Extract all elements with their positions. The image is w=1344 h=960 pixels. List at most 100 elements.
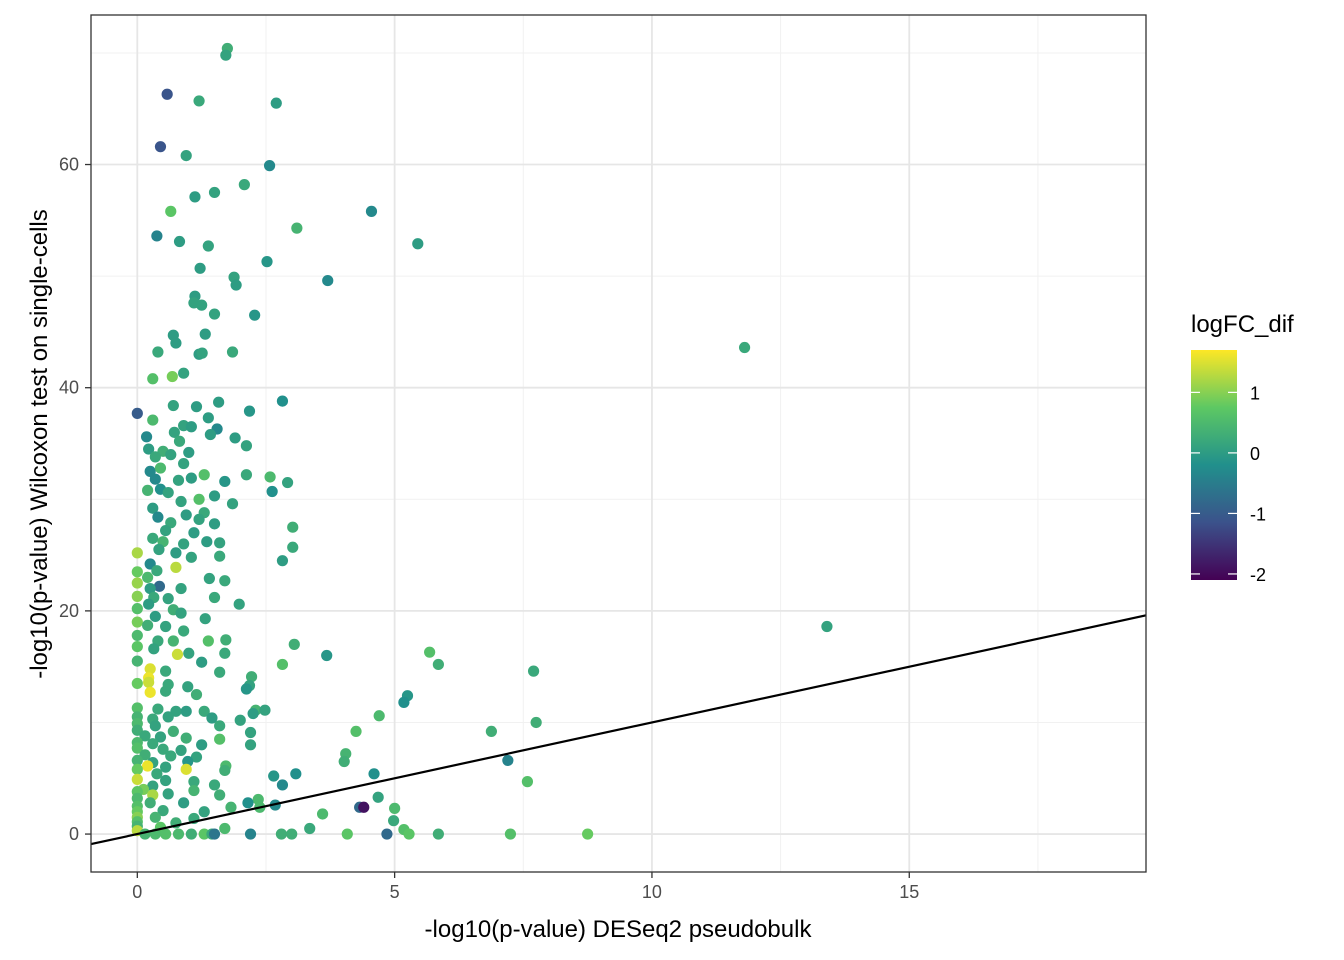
data-point (213, 396, 225, 408)
data-point (268, 770, 280, 782)
data-point (139, 749, 151, 761)
data-point (208, 186, 221, 199)
data-point (219, 647, 231, 659)
data-point (131, 629, 143, 642)
data-point (244, 828, 257, 840)
data-point (219, 475, 231, 488)
legend-title: logFC_dif (1191, 311, 1294, 338)
data-point (502, 754, 514, 767)
data-point (140, 431, 153, 443)
data-point (193, 493, 205, 505)
x-tick-label: 10 (642, 882, 662, 902)
data-point (398, 696, 410, 708)
data-point (214, 720, 226, 732)
data-point (131, 677, 143, 690)
data-point (131, 603, 143, 615)
data-point (238, 179, 250, 191)
data-point (242, 797, 254, 809)
data-point (196, 739, 208, 751)
data-point (214, 733, 226, 745)
data-point (167, 725, 179, 737)
x-axis-title: -log10(p-value) DESeq2 pseudobulk (425, 916, 813, 943)
data-point (225, 801, 237, 813)
data-point (259, 704, 271, 716)
data-point (233, 598, 245, 610)
data-point (388, 815, 400, 827)
data-point (322, 274, 334, 287)
data-point (165, 449, 177, 461)
data-point (203, 572, 215, 585)
data-point (432, 658, 444, 671)
data-point (131, 724, 143, 736)
data-point (220, 634, 232, 646)
data-point (142, 760, 154, 772)
panel-border (90, 14, 1147, 873)
data-point (214, 666, 226, 678)
identity-reference-line (90, 614, 1147, 846)
data-point (202, 240, 214, 252)
data-point (485, 725, 497, 737)
data-point (219, 575, 231, 587)
data-point (160, 665, 172, 677)
x-tick-label: 5 (390, 882, 400, 902)
data-point (180, 732, 192, 744)
y-axis: 0 20 40 60 (59, 155, 91, 844)
data-point (180, 705, 192, 717)
data-point (168, 426, 180, 438)
data-point (208, 828, 221, 840)
y-tick-label: 0 (69, 824, 79, 844)
data-point (142, 484, 154, 496)
data-point (389, 802, 401, 814)
data-point (178, 625, 190, 637)
data-point (131, 577, 143, 589)
data-point (504, 828, 517, 840)
data-point (208, 518, 221, 530)
data-point (245, 671, 258, 683)
data-point (199, 328, 211, 340)
data-point (147, 373, 159, 385)
data-point (412, 238, 424, 250)
y-tick-label: 20 (59, 601, 79, 621)
data-point (157, 805, 169, 817)
data-point (151, 768, 163, 780)
data-point (173, 235, 186, 248)
data-point (144, 663, 156, 675)
data-point (288, 638, 300, 650)
data-point (131, 547, 143, 559)
data-point (175, 607, 187, 619)
data-point (144, 797, 156, 809)
data-point (204, 428, 216, 441)
data-point (190, 751, 203, 763)
data-point (275, 828, 288, 840)
data-point (175, 744, 187, 756)
data-point (185, 421, 197, 433)
data-point (582, 828, 594, 840)
data-point (178, 457, 190, 470)
data-point (214, 537, 226, 549)
data-point (738, 341, 751, 354)
data-point (149, 473, 161, 485)
data-point (188, 527, 200, 539)
data-point (208, 308, 221, 320)
data-point (527, 665, 540, 677)
data-point (160, 761, 172, 773)
data-point (202, 635, 214, 647)
y-tick-label: 40 (59, 378, 79, 398)
data-point (154, 141, 167, 153)
data-point (198, 828, 210, 840)
data-point (264, 471, 276, 483)
data-point (358, 801, 370, 813)
data-point (131, 742, 143, 754)
data-point (143, 676, 155, 688)
data-point (247, 707, 259, 720)
data-point (165, 205, 177, 217)
data-point (173, 435, 186, 447)
data-point (182, 681, 194, 693)
data-point (266, 485, 278, 498)
data-point (365, 205, 378, 217)
data-point (214, 550, 226, 562)
data-point (199, 613, 211, 625)
colorbar-tick-label: 1 (1250, 383, 1260, 403)
data-point (208, 591, 221, 604)
data-point (185, 551, 197, 563)
